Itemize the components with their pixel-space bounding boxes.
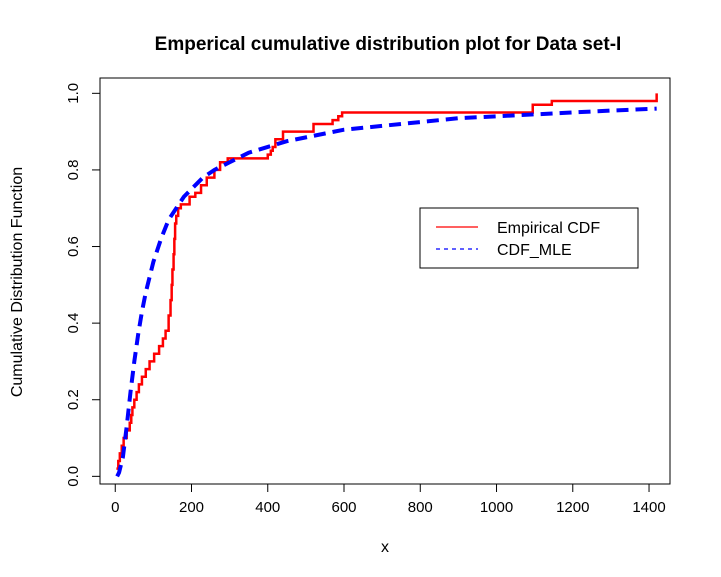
- x-tick-label: 800: [408, 499, 433, 516]
- plot-frame: [99, 77, 671, 485]
- x-axis-label: x: [381, 539, 389, 556]
- series-cdf-mle-line: [115, 106, 657, 478]
- series-empirical-cdf-line: [116, 93, 658, 470]
- y-tick-label: 1.0: [65, 83, 82, 104]
- legend-box: [419, 207, 639, 269]
- chart-title: Emperical cumulative distribution plot f…: [155, 34, 622, 55]
- legend-label-empirical: Empirical CDF: [497, 220, 600, 237]
- legend-label-mle: CDF_MLE: [497, 242, 572, 259]
- legend: Empirical CDF CDF_MLE: [419, 207, 639, 269]
- y-tick-label: 0.4: [65, 313, 82, 334]
- y-axis-label: Cumulative Distribution Function: [9, 167, 26, 397]
- x-tick-label: 200: [179, 499, 204, 516]
- y-tick-label: 0.6: [65, 236, 82, 257]
- x-tick-label: 1200: [556, 499, 589, 516]
- y-tick-label: 0.2: [65, 389, 82, 410]
- y-tick-label: 0.8: [65, 159, 82, 180]
- x-tick-label: 0: [111, 499, 119, 516]
- x-tick-label: 1000: [480, 499, 513, 516]
- y-tick-label: 0.0: [65, 466, 82, 487]
- x-axis: 0 200 400 600 800 1000 1200 1400: [111, 483, 666, 516]
- x-tick-label: 400: [255, 499, 280, 516]
- y-axis: 0.0 0.2 0.4 0.6 0.8 1.0: [65, 83, 101, 487]
- x-tick-label: 1400: [632, 499, 665, 516]
- x-tick-label: 600: [331, 499, 356, 516]
- series-layer: [115, 93, 658, 478]
